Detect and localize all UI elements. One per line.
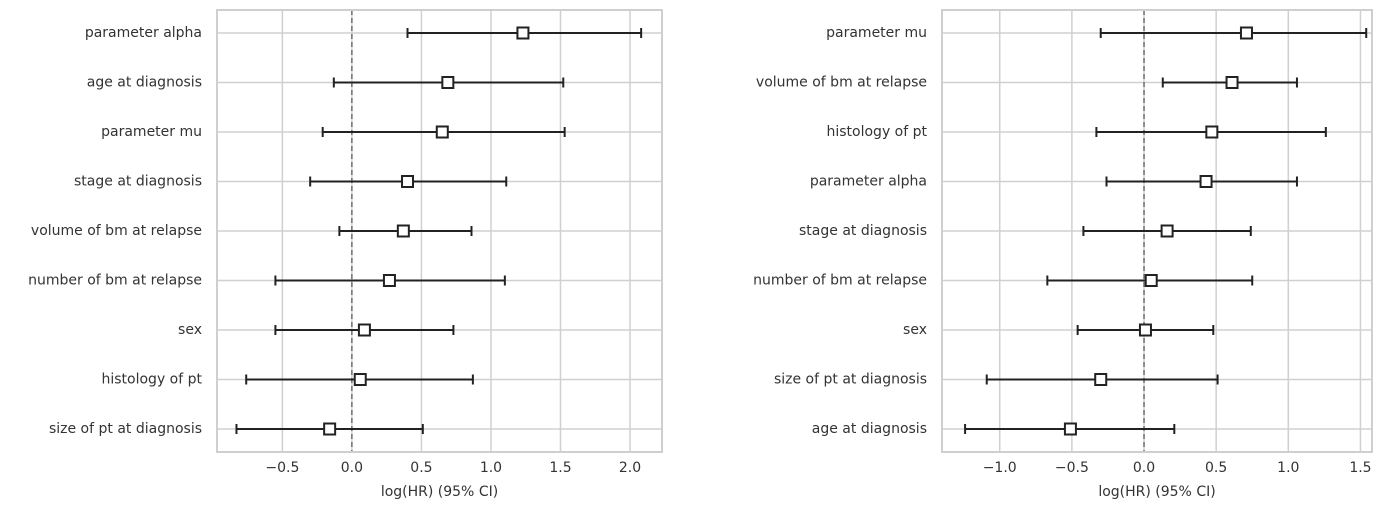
point-marker [441,76,455,89]
point-marker [1138,323,1152,337]
y-tick-label: volume of bm at relapse [31,223,202,239]
y-tick-label: volume of bm at relapse [756,75,927,91]
point-marker [516,26,530,40]
y-tick-label: number of bm at relapse [753,273,927,289]
point-marker [323,422,337,436]
point-marker [1063,422,1077,436]
point-marker [1199,175,1213,188]
plot-border [941,9,1373,453]
point-marker [382,274,396,287]
point-marker [357,323,371,337]
x-tick-label: 0.5 [410,460,432,476]
point-marker [1160,224,1174,238]
y-tick-label: age at diagnosis [812,421,927,437]
x-axis-label: log(HR) (95% CI) [1098,484,1215,500]
x-tick-label: 1.5 [1349,460,1371,476]
point-marker [353,373,367,386]
x-tick-label: 1.0 [480,460,502,476]
point-marker [396,224,410,238]
point-marker [401,175,415,188]
y-tick-label: parameter mu [101,124,202,140]
point-marker [1144,274,1158,287]
point-marker [1205,125,1219,139]
x-tick-label: −0.5 [265,460,299,476]
x-tick-label: −1.0 [983,460,1017,476]
y-tick-label: number of bm at relapse [28,273,202,289]
point-marker [1225,76,1239,89]
x-tick-label: 1.0 [1277,460,1299,476]
x-tick-label: 0.0 [1133,460,1155,476]
y-tick-label: parameter alpha [85,25,202,41]
x-tick-label: 1.5 [549,460,571,476]
point-marker [1239,26,1253,40]
y-tick-label: sex [178,322,202,338]
y-tick-label: age at diagnosis [87,75,202,91]
y-tick-label: size of pt at diagnosis [774,372,927,388]
point-marker [1094,373,1108,386]
x-tick-label: −0.5 [1055,460,1089,476]
x-tick-label: 0.5 [1205,460,1227,476]
x-axis-label: log(HR) (95% CI) [381,484,498,500]
y-tick-label: histology of pt [101,372,202,388]
y-tick-label: stage at diagnosis [799,223,927,239]
point-marker [435,125,449,139]
y-tick-label: sex [903,322,927,338]
y-tick-label: stage at diagnosis [74,174,202,190]
y-tick-label: histology of pt [826,124,927,140]
plot-border [216,9,663,453]
y-tick-label: size of pt at diagnosis [49,421,202,437]
x-tick-label: 0.0 [341,460,363,476]
y-tick-label: parameter mu [826,25,927,41]
x-tick-label: 2.0 [619,460,641,476]
y-tick-label: parameter alpha [810,174,927,190]
